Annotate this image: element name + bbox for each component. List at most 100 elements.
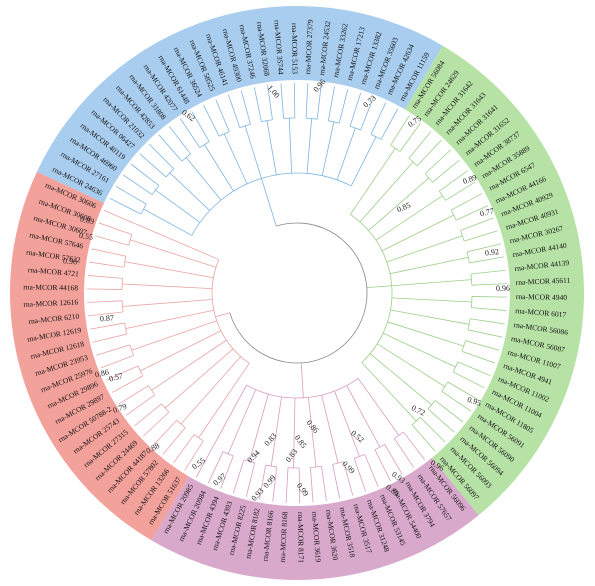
- bootstrap-value: 0.55: [78, 231, 93, 242]
- branch: [143, 208, 192, 236]
- branch: [306, 117, 318, 120]
- branch: [100, 355, 134, 369]
- branch: [390, 309, 470, 325]
- branch: [384, 444, 403, 475]
- branch: [470, 269, 506, 275]
- branch: [334, 390, 360, 457]
- bootstrap-value: 0.72: [410, 403, 427, 417]
- branch: [316, 84, 322, 120]
- branch: [293, 397, 296, 468]
- branch: [253, 87, 262, 122]
- bootstrap-value: 0.88: [144, 441, 161, 456]
- branch: [143, 411, 170, 437]
- branch: [87, 300, 123, 303]
- leaf-label: rna-MCOR 8171: [296, 512, 306, 563]
- branch: [360, 97, 374, 131]
- branch: [227, 389, 257, 455]
- leaf-label: rna-MCOR 45611: [516, 276, 571, 287]
- branch: [427, 408, 455, 433]
- branch: [377, 343, 446, 387]
- branch: [391, 279, 472, 287]
- branch: [306, 118, 313, 174]
- branch: [416, 140, 442, 167]
- branch: [246, 378, 359, 399]
- branch: [470, 318, 505, 325]
- branch: [307, 397, 317, 468]
- branch: [91, 248, 126, 257]
- bootstrap-value: 0.89: [79, 215, 95, 227]
- leaf-label: rna-MCOR 44168: [23, 282, 78, 292]
- branch: [272, 466, 278, 502]
- branch: [122, 283, 213, 290]
- branch: [124, 261, 214, 279]
- branch: [411, 424, 436, 452]
- branch: [126, 394, 155, 416]
- branch: [130, 239, 217, 268]
- bootstrap-value: 0.95: [466, 395, 482, 408]
- branch: [122, 299, 213, 307]
- branch: [280, 83, 285, 119]
- branch: [387, 321, 464, 347]
- branch: [357, 378, 400, 436]
- branch: [321, 394, 339, 464]
- branch: [270, 396, 282, 467]
- branch: [134, 403, 162, 427]
- branch: [168, 126, 191, 155]
- root-arc: [229, 222, 368, 364]
- branch: [399, 122, 421, 152]
- branch: [364, 454, 379, 487]
- branch: [328, 120, 340, 124]
- branch: [336, 127, 356, 181]
- branch: [220, 455, 234, 489]
- leaf-label: rna-MCOR 27379: [303, 19, 315, 74]
- branch: [350, 214, 393, 363]
- branch: [411, 416, 421, 426]
- branch: [111, 375, 144, 393]
- branch: [471, 296, 507, 298]
- branch: [468, 329, 503, 338]
- bootstrap-value: 0.87: [100, 313, 115, 323]
- branch: [464, 230, 498, 242]
- branch: [427, 400, 436, 410]
- branch: [455, 205, 489, 221]
- branch: [267, 85, 273, 120]
- branch: [92, 333, 127, 343]
- branch: [309, 467, 314, 503]
- branch: [467, 243, 502, 253]
- bootstrap-value: 0.92: [484, 247, 499, 258]
- branch: [123, 256, 127, 268]
- bootstrap-value: 0.94: [245, 448, 261, 464]
- branch: [98, 222, 133, 235]
- bootstrap-value: 0.96: [496, 284, 510, 293]
- bootstrap-value: 0.97: [211, 472, 227, 488]
- branch: [370, 102, 387, 135]
- leaf-label: rna-MCOR 4721: [28, 265, 80, 278]
- branch: [129, 344, 134, 356]
- branch: [300, 362, 304, 398]
- branch: [369, 353, 432, 406]
- branch: [118, 385, 149, 405]
- branch: [424, 149, 451, 175]
- branch: [471, 283, 507, 286]
- branch: [469, 256, 504, 264]
- branch: [368, 177, 430, 231]
- bootstrap-value: 0.99: [295, 481, 311, 498]
- branch: [285, 467, 289, 503]
- branch: [125, 309, 214, 329]
- branch: [204, 144, 234, 192]
- leaf-label: rna-MCOR 6017: [515, 306, 567, 319]
- branches: [87, 83, 507, 503]
- branch: [130, 163, 160, 186]
- branch: [207, 451, 224, 484]
- branch: [140, 330, 222, 372]
- branch: [151, 339, 227, 391]
- branch: [199, 141, 210, 148]
- branch: [441, 390, 471, 412]
- branch: [461, 340, 466, 352]
- branch: [266, 120, 277, 175]
- branch: [408, 131, 432, 159]
- branch: [346, 385, 381, 448]
- bootstrap-value: 0.86: [305, 418, 321, 435]
- label-bands: [9, 6, 584, 581]
- bootstrap-value: 0.79: [112, 402, 128, 415]
